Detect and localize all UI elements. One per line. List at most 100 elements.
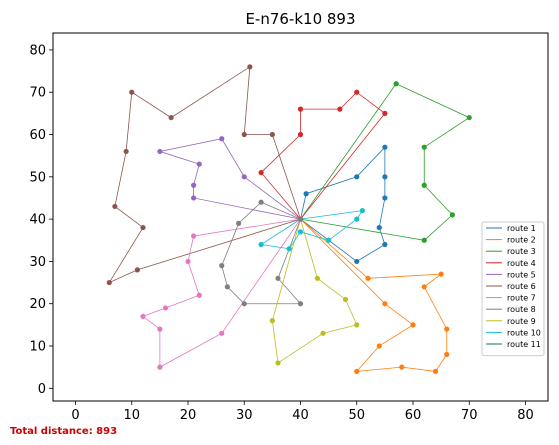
route-point-2 bbox=[432, 368, 439, 374]
y-tick-label: 70 bbox=[29, 86, 46, 101]
route-line-3 bbox=[300, 83, 471, 241]
y-tick-label: 30 bbox=[29, 255, 46, 270]
route-point-1 bbox=[382, 195, 388, 201]
route-point-4 bbox=[354, 89, 360, 95]
route-point-1 bbox=[382, 144, 388, 150]
route-point-8 bbox=[224, 284, 230, 290]
route-point-2 bbox=[421, 284, 427, 290]
route-point-7 bbox=[157, 364, 163, 370]
route-point-8 bbox=[236, 220, 242, 226]
y-tick-label: 80 bbox=[29, 43, 46, 58]
total-distance-label: Total distance: 893 bbox=[10, 426, 117, 437]
route-point-5 bbox=[157, 148, 163, 155]
legend-box bbox=[481, 221, 545, 357]
axis-ticks: 0 10 20 30 40 50 60 70 80 0 10 20 30 40 50 60 70 80 bbox=[29, 43, 533, 423]
legend-label: route 4 bbox=[507, 259, 536, 268]
legend-label: route 3 bbox=[507, 247, 536, 256]
route-point-6 bbox=[241, 131, 247, 138]
legend-label: route 7 bbox=[507, 294, 536, 303]
route-point-1 bbox=[382, 241, 388, 248]
route-point-6 bbox=[168, 114, 174, 121]
route-point-2 bbox=[438, 271, 444, 277]
route-point-2 bbox=[399, 364, 405, 370]
route-point-1 bbox=[382, 174, 388, 180]
route-point-5 bbox=[196, 161, 202, 167]
route-point-3 bbox=[393, 81, 399, 87]
route-point-7 bbox=[191, 233, 197, 239]
x-tick-label: 30 bbox=[236, 408, 253, 423]
route-point-4 bbox=[337, 106, 343, 112]
route-line-9 bbox=[271, 219, 358, 364]
route-point-8 bbox=[275, 275, 281, 281]
route-point-4 bbox=[297, 106, 304, 112]
y-tick-label: 0 bbox=[38, 382, 46, 397]
route-point-6 bbox=[106, 279, 112, 286]
route-point-6 bbox=[269, 131, 275, 138]
route-line-1 bbox=[300, 146, 386, 262]
x-tick-label: 40 bbox=[292, 408, 309, 423]
route-point-5 bbox=[241, 174, 247, 180]
y-tick-label: 40 bbox=[29, 213, 46, 228]
route-point-1 bbox=[303, 191, 309, 197]
route-point-6 bbox=[140, 224, 146, 231]
route-point-6 bbox=[129, 89, 135, 95]
y-tick-label: 20 bbox=[29, 297, 46, 312]
route-point-3 bbox=[421, 182, 427, 188]
legend-label: route 11 bbox=[507, 340, 541, 349]
x-tick-label: 70 bbox=[461, 408, 478, 423]
route-point-7 bbox=[162, 305, 169, 311]
route-point-3 bbox=[421, 237, 427, 243]
legend-label: route 2 bbox=[507, 236, 536, 245]
route-point-1 bbox=[376, 224, 382, 231]
route-line-6 bbox=[108, 66, 301, 284]
x-tick-label: 50 bbox=[348, 408, 365, 423]
y-tick-label: 10 bbox=[29, 340, 46, 355]
chart-title: E-n76-k10 893 bbox=[245, 10, 355, 28]
route-point-8 bbox=[219, 263, 225, 269]
x-tick-label: 60 bbox=[405, 408, 422, 423]
route-point-9 bbox=[269, 318, 275, 324]
route-line-4 bbox=[260, 91, 386, 220]
route-point-7 bbox=[185, 258, 191, 265]
route-point-2 bbox=[382, 301, 388, 307]
route-point-1 bbox=[354, 174, 360, 180]
x-tick-label: 10 bbox=[123, 408, 140, 423]
y-tick-label: 60 bbox=[29, 128, 46, 143]
route-point-8 bbox=[258, 199, 264, 205]
legend-label: route 1 bbox=[507, 224, 536, 233]
route-point-9 bbox=[354, 322, 360, 328]
legend-label: route 5 bbox=[507, 270, 536, 279]
route-point-7 bbox=[140, 313, 146, 320]
legend-label: route 6 bbox=[507, 282, 536, 291]
route-point-3 bbox=[421, 144, 427, 150]
route-point-3 bbox=[466, 114, 472, 121]
route-point-9 bbox=[320, 330, 326, 336]
legend-label: route 9 bbox=[507, 317, 536, 326]
route-point-5 bbox=[219, 136, 225, 142]
route-point-4 bbox=[258, 169, 264, 176]
x-tick-label: 0 bbox=[71, 408, 79, 423]
x-tick-label: 80 bbox=[517, 408, 534, 423]
route-point-6 bbox=[123, 148, 129, 155]
route-point-6 bbox=[134, 267, 140, 273]
route-point-6 bbox=[247, 64, 253, 70]
route-point-4 bbox=[297, 131, 304, 138]
route-point-2 bbox=[354, 368, 360, 374]
legend-label: route 8 bbox=[507, 305, 536, 314]
x-tick-label: 20 bbox=[180, 408, 197, 423]
route-point-2 bbox=[410, 322, 416, 328]
route-point-10 bbox=[297, 229, 304, 235]
route-point-7 bbox=[157, 326, 163, 332]
route-point-3 bbox=[449, 212, 455, 218]
route-point-2 bbox=[376, 343, 382, 349]
routes bbox=[106, 64, 472, 374]
route-point-10 bbox=[359, 208, 365, 214]
route-point-5 bbox=[191, 195, 197, 201]
route-point-2 bbox=[444, 351, 450, 358]
route-point-2 bbox=[365, 275, 371, 281]
route-point-6 bbox=[112, 203, 118, 210]
route-point-5 bbox=[191, 182, 197, 188]
depot-point bbox=[297, 216, 304, 222]
route-point-10 bbox=[258, 241, 264, 248]
